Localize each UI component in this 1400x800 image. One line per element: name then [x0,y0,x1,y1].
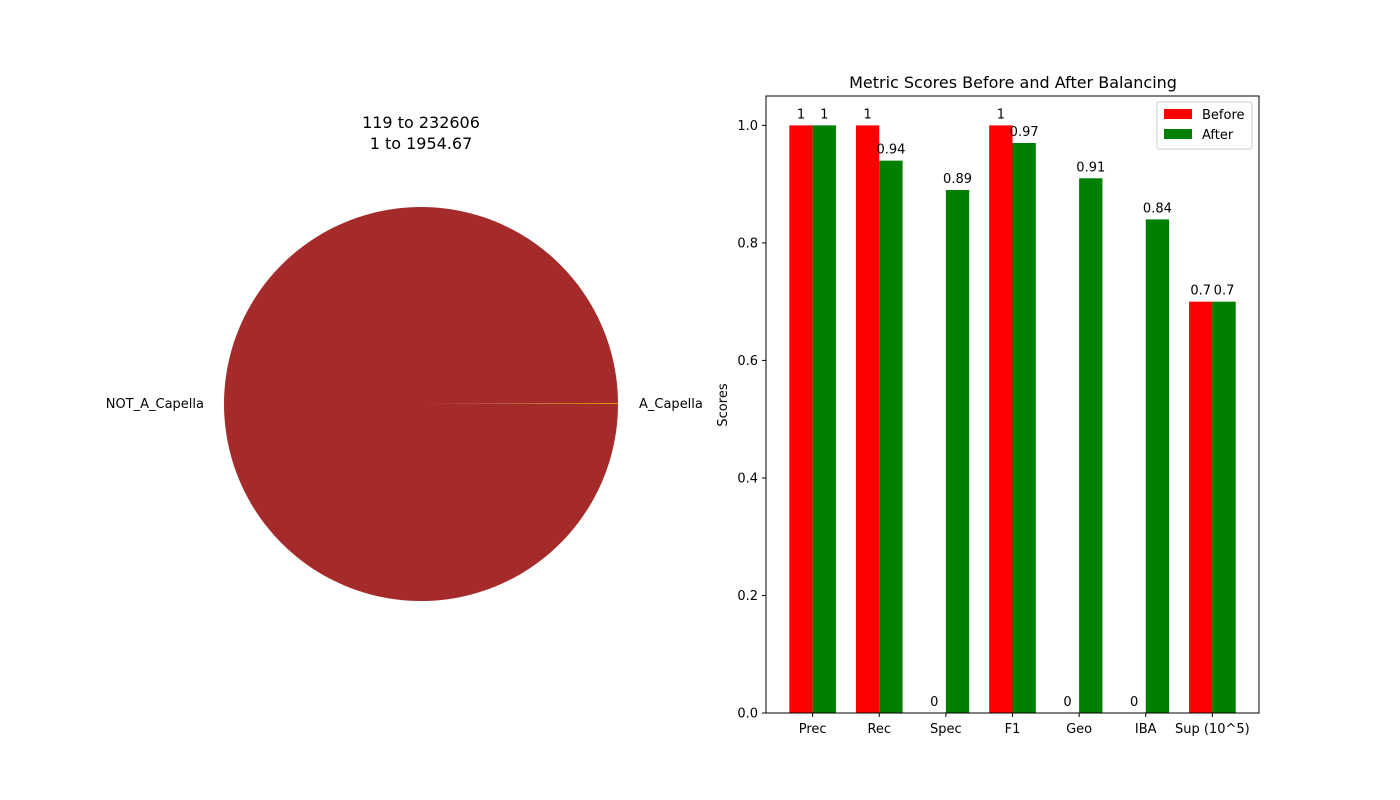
bar-after-iba [1145,219,1170,713]
bar-chart-title: Metric Scores Before and After Balancing [849,73,1177,92]
pie-chart: 119 to 232606 1 to 1954.67 A_Capella NOT… [106,113,703,602]
bar-before-f1 [989,125,1013,713]
bar-after-rec [879,160,903,714]
pie-label-not-a-capella: NOT_A_Capella [106,397,204,412]
bar-value-label-after-sup-10-5: 0.7 [1214,284,1235,299]
bar-before-rec [855,125,880,713]
bar-after-prec [812,125,836,713]
x-tick-label-rec: Rec [867,722,891,737]
y-tick-label: 1.0 [737,119,758,134]
pie-title-line-1: 119 to 232606 [362,113,480,132]
x-tick-label-iba: IBA [1135,722,1157,737]
pie-slice-a-capella [421,403,618,404]
bar-after-f1 [1012,143,1036,713]
bar-value-label-after-prec: 1 [820,107,828,122]
y-axis-ticks: 0.0 0.2 0.4 0.6 0.8 1.0 [737,119,766,722]
x-tick-label-prec: Prec [799,722,827,737]
bar-value-label-after-iba: 0.84 [1143,201,1172,216]
x-tick-label-geo: Geo [1066,722,1092,737]
bar-after-spec [945,190,970,713]
y-tick-label: 0.8 [737,236,758,251]
pie-title-line-2: 1 to 1954.67 [370,134,473,153]
y-axis-label: Scores [716,383,731,426]
bar-value-label-after-spec: 0.89 [943,172,972,187]
x-tick-label-sup-10-5: Sup (10^5) [1175,722,1250,737]
legend-label-after: After [1202,128,1234,143]
bar-value-label-before-iba: 0 [1130,695,1138,710]
y-tick-label: 0.4 [737,471,758,486]
pie-slice-not-a-capella [223,207,618,602]
bar-value-label-after-rec: 0.94 [876,143,905,158]
x-tick-label-f1: F1 [1005,722,1021,737]
legend-swatch-after [1164,129,1192,139]
bar-after-geo [1079,178,1103,713]
y-tick-label: 0.6 [737,354,758,369]
bar-value-label-before-geo: 0 [1063,695,1071,710]
bar-value-label-before-spec: 0 [930,695,938,710]
bars [789,125,1236,714]
bar-before-prec [789,125,813,713]
bar-before-sup-10-5 [1189,301,1213,713]
bar-value-label-after-geo: 0.91 [1076,160,1105,175]
bar-value-label-after-f1: 0.97 [1010,125,1039,140]
x-tick-label-spec: Spec [930,722,962,737]
y-tick-label: 0.0 [737,707,758,722]
legend-label-before: Before [1202,108,1245,123]
bar-value-label-before-rec: 1 [863,107,871,122]
x-axis-ticks: Prec Rec Spec F1 Geo IBA Sup (10^5) [799,713,1250,737]
y-tick-label: 0.2 [737,589,758,604]
bar-value-label-before-prec: 1 [797,107,805,122]
pie-label-a-capella: A_Capella [639,397,703,412]
legend-swatch-before [1164,109,1192,119]
legend: Before After [1156,101,1253,150]
pie-slices [223,207,618,602]
bar-after-sup-10-5 [1212,301,1236,713]
bar-chart: Metric Scores Before and After Balancing… [716,73,1260,737]
bar-value-label-before-f1: 1 [997,107,1005,122]
bar-value-label-before-sup-10-5: 0.7 [1190,284,1211,299]
